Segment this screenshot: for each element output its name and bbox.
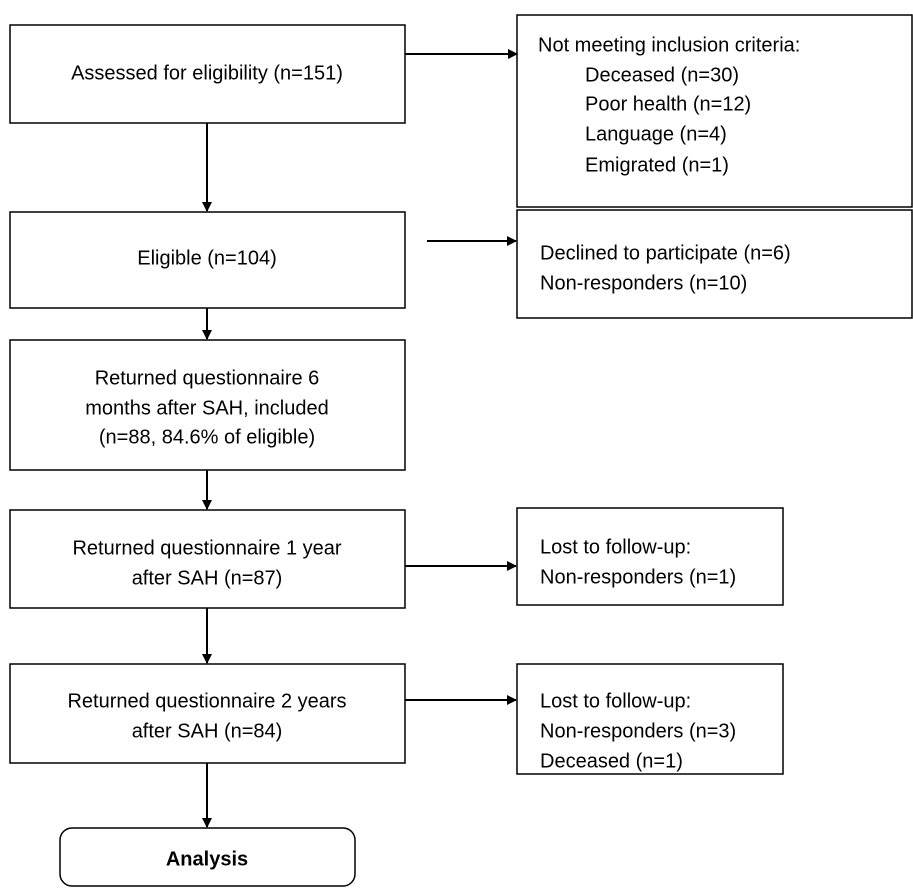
box-text: Non-responders (n=1) (540, 566, 736, 588)
box-text: Deceased (n=1) (540, 750, 683, 772)
box-text: Language (n=4) (585, 123, 727, 145)
box-text: months after SAH, included (85, 397, 328, 419)
box-text: Returned questionnaire 1 year (72, 537, 341, 559)
box-text: Declined to participate (n=6) (540, 242, 791, 264)
terminal-box (59, 827, 356, 887)
box-text: Non-responders (n=10) (540, 272, 747, 294)
box-text: Lost to follow-up: (540, 690, 691, 712)
box (9, 24, 406, 124)
box-text: after SAH (n=84) (132, 720, 283, 742)
box-text: Lost to follow-up: (540, 536, 691, 558)
box-text: (n=88, 84.6% of eligible) (99, 426, 315, 448)
box-text: Deceased (n=30) (585, 64, 739, 86)
box (9, 509, 406, 609)
box-text: Poor health (n=12) (585, 93, 751, 115)
box-text: Non-responders (n=3) (540, 720, 736, 742)
box-text: Not meeting inclusion criteria: (538, 34, 800, 56)
box-text: Returned questionnaire 2 years (67, 690, 346, 712)
box (516, 14, 913, 208)
terminal-text: Analysis (166, 848, 248, 870)
box (9, 211, 406, 309)
box (516, 663, 784, 775)
box-text: Returned questionnaire 6 (95, 367, 320, 389)
box (516, 209, 913, 319)
box (9, 339, 406, 471)
box-text: Assessed for eligibility (n=151) (71, 62, 343, 84)
box-text: after SAH (n=87) (132, 567, 283, 589)
box (516, 507, 784, 606)
box-text: Emigrated (n=1) (585, 154, 729, 176)
box-text: Eligible (n=104) (137, 247, 277, 269)
box (9, 663, 406, 764)
